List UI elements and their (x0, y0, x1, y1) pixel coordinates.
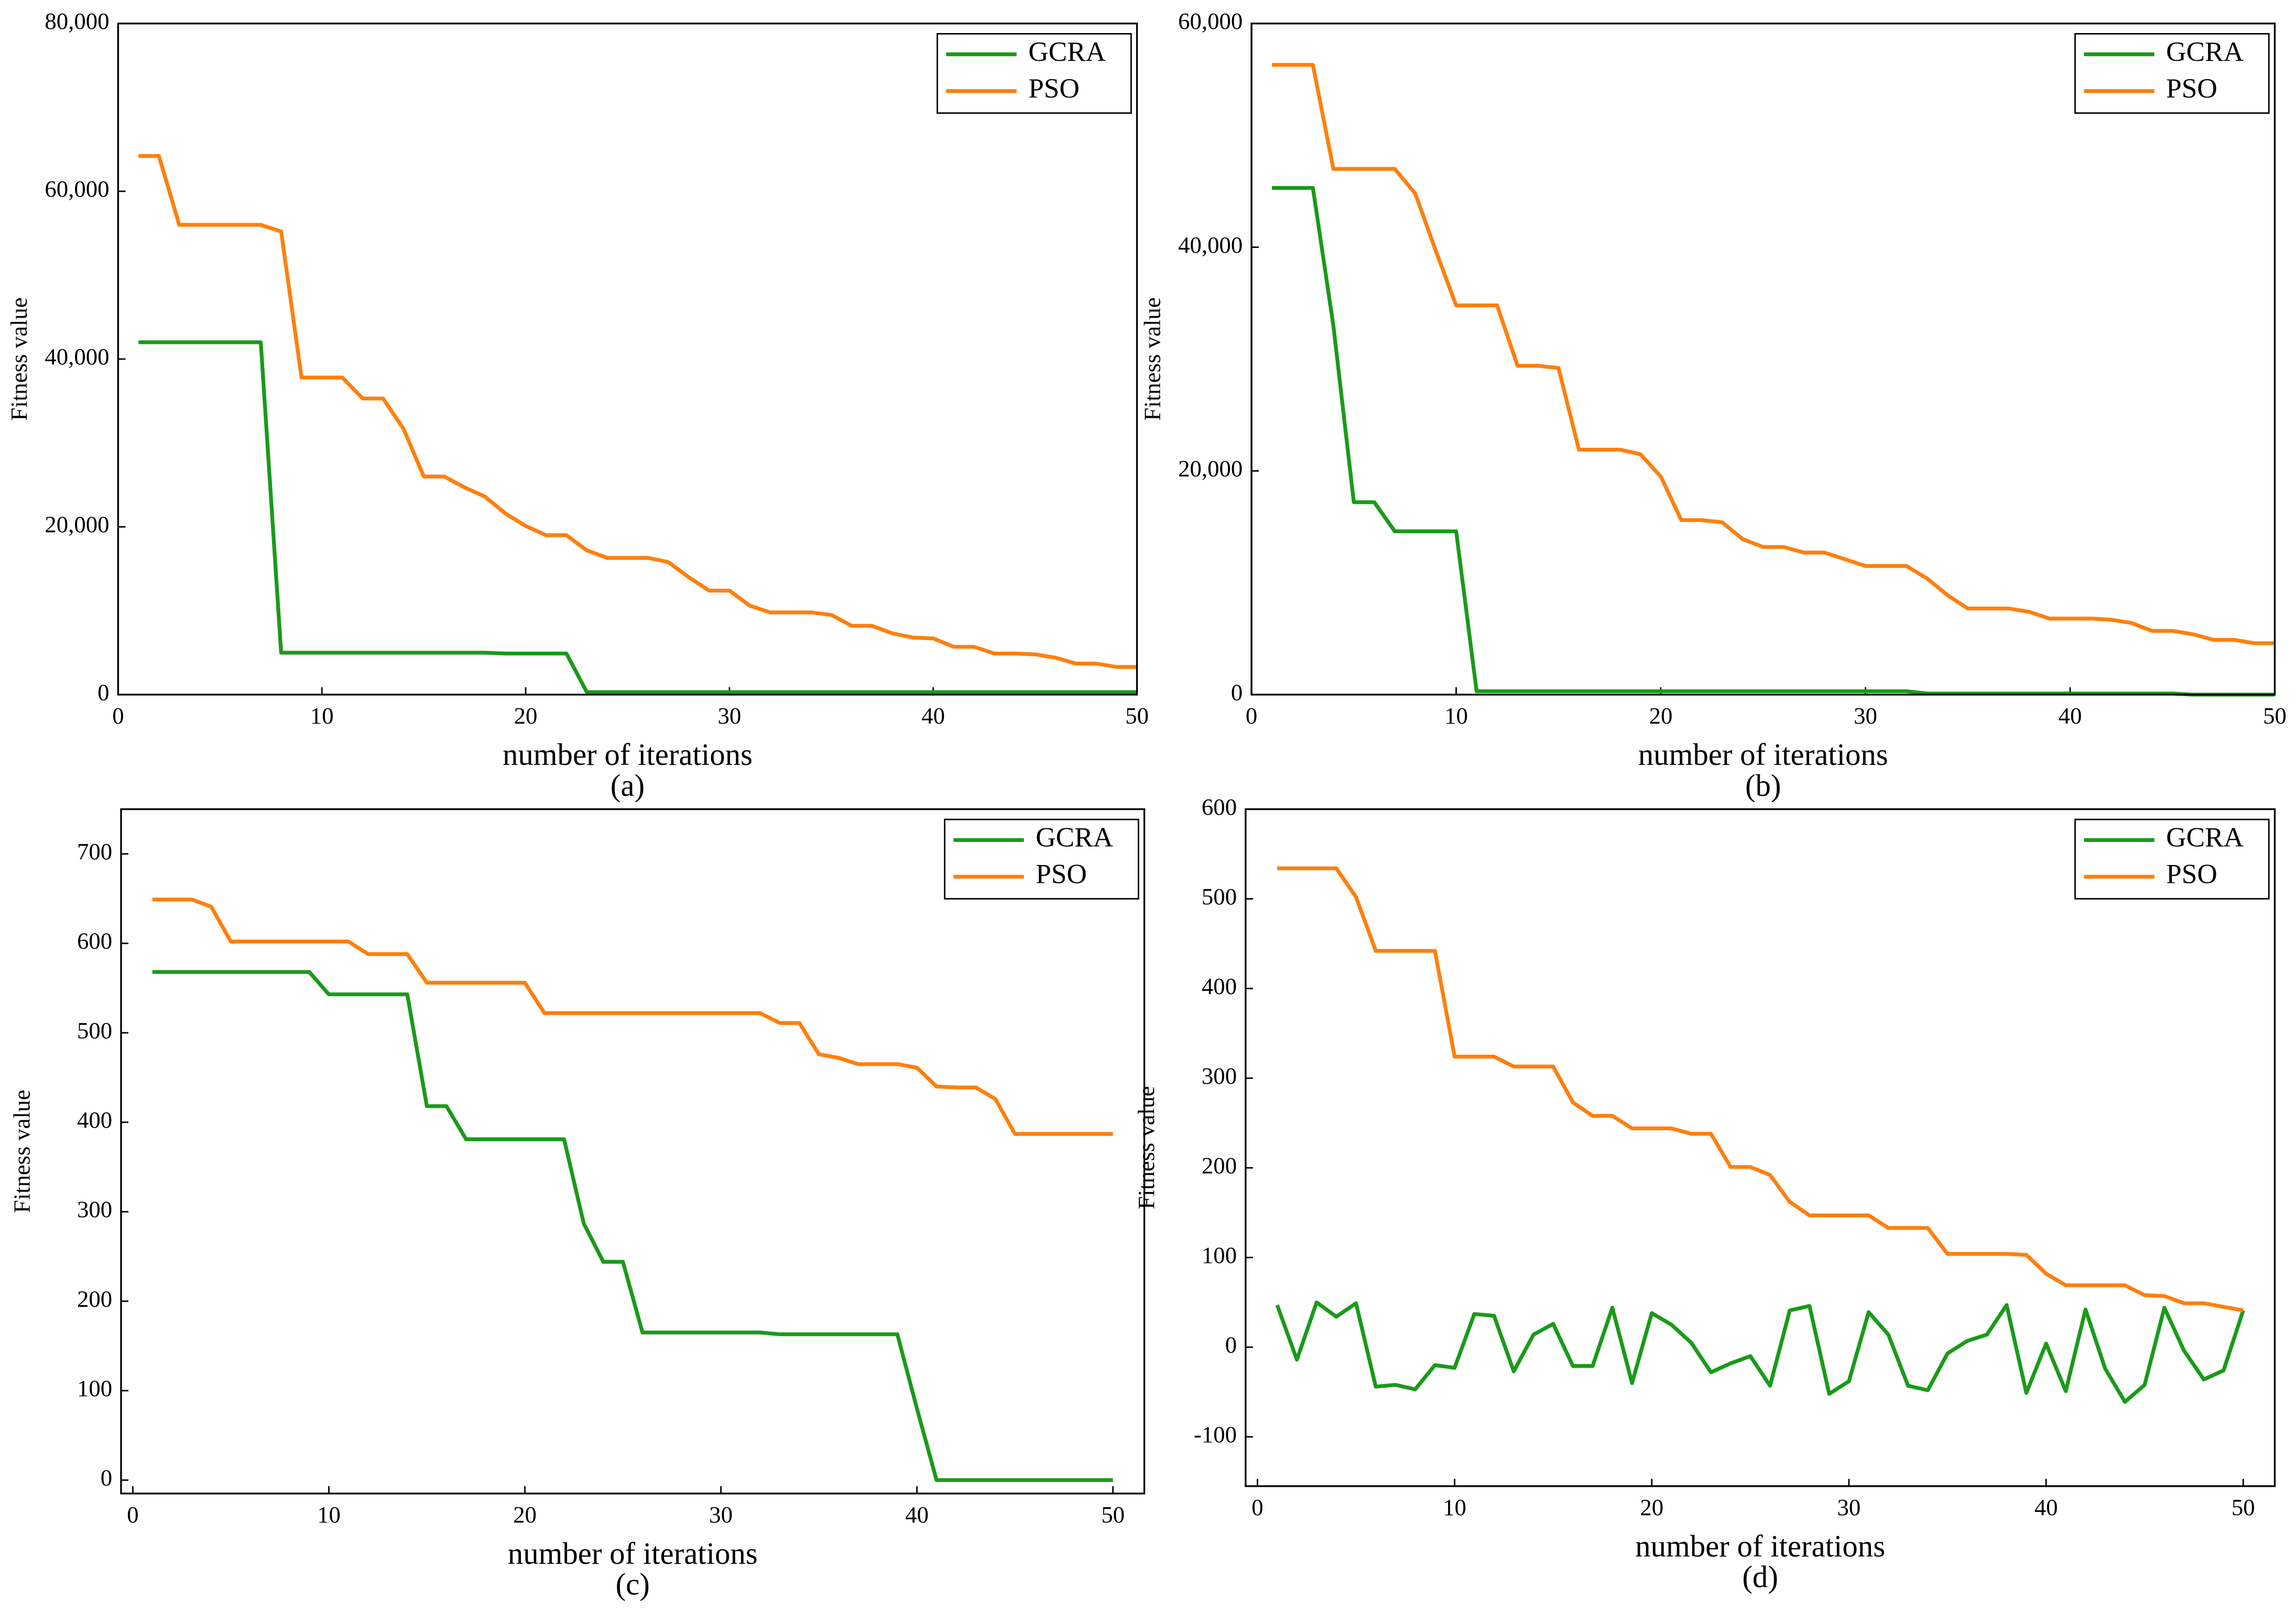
subplot: 0 100 200 300 400 500 600 700 0 10 20 30 40 50 number … (8, 808, 1146, 1602)
x-tick-label: 40 (2059, 702, 2082, 729)
y-tick-label: 40,000 (1178, 232, 1243, 258)
plot-frame (117, 23, 1138, 696)
x-tick-label: 0 (127, 1501, 138, 1528)
x-tick-label: 30 (1854, 702, 1877, 729)
subplot: 0 20,000 40,000 60,000 80,000 0 10 20 30 40 50 numb… (6, 8, 1149, 803)
y-tick-label: 80,000 (45, 8, 109, 34)
x-tick-label: 20 (513, 1501, 537, 1528)
plot-frame (120, 808, 1146, 1495)
x-tick-label: 0 (1246, 702, 1257, 729)
x-tick-label: 0 (112, 702, 124, 729)
series-line (1272, 63, 2275, 645)
plot-frame (1250, 23, 2276, 696)
y-tick-label: 700 (77, 838, 112, 864)
y-tick-label: 500 (77, 1017, 112, 1043)
series-line (138, 154, 1137, 669)
x-tick-label: 10 (1443, 1494, 1466, 1520)
x-axis-label: number of iterations (1635, 1529, 1885, 1563)
y-tick-label: 400 (77, 1107, 112, 1133)
y-tick-label: 40,000 (45, 343, 109, 370)
x-tick-label: 40 (2034, 1494, 2058, 1520)
x-tick-label: 40 (921, 702, 945, 729)
y-tick-label: 100 (1202, 1242, 1237, 1268)
x-axis-label: number of iterations (503, 738, 753, 772)
x-tick-label: 20 (1640, 1494, 1663, 1520)
x-axis-label: number of iterations (508, 1537, 758, 1571)
legend-label: GCRA (2166, 822, 2244, 853)
x-tick-label: 40 (905, 1501, 929, 1528)
x-tick-label: 50 (2263, 702, 2287, 729)
subplot-caption: (c) (616, 1567, 650, 1602)
y-tick-label: 0 (101, 1465, 112, 1491)
x-tick-label: 20 (514, 702, 538, 729)
legend-box (944, 818, 1139, 900)
series-line (1272, 186, 2275, 697)
x-tick-label: 50 (1125, 702, 1149, 729)
x-tick-label: 10 (1444, 702, 1468, 729)
y-tick-label: 100 (77, 1375, 112, 1401)
legend-label: PSO (1036, 859, 1087, 890)
x-tick-label: 50 (1101, 1501, 1125, 1528)
y-tick-label: 200 (1202, 1152, 1237, 1178)
subplot-caption: (d) (1742, 1560, 1778, 1594)
series-line (152, 898, 1113, 1136)
x-tick-label: 30 (1837, 1494, 1861, 1520)
subplot: 0 20,000 40,000 60,000 0 10 20 30 40 50 number of … (1139, 8, 2286, 803)
x-tick-label: 10 (310, 702, 334, 729)
y-tick-label: 20,000 (1178, 456, 1243, 482)
x-tick-label: 30 (717, 702, 741, 729)
y-axis-label: Fitness value (1133, 1086, 1159, 1209)
legend-label: PSO (2166, 859, 2217, 890)
x-tick-label: 30 (709, 1501, 733, 1528)
y-tick-label: 0 (1231, 679, 1243, 705)
x-tick-label: 10 (317, 1501, 341, 1528)
y-tick-label: 400 (1202, 973, 1237, 999)
legend-label: GCRA (1036, 822, 1113, 853)
y-tick-label: 0 (97, 679, 109, 705)
series-line (1277, 866, 2244, 1313)
legend-label: GCRA (1028, 36, 1106, 67)
x-axis-label: number of iterations (1638, 738, 1888, 772)
legend-label: PSO (2166, 73, 2217, 104)
legend-box (2074, 33, 2270, 114)
legend-label: GCRA (2166, 36, 2244, 67)
legend-box (2074, 818, 2270, 900)
series-line (1275, 1300, 2245, 1404)
y-tick-label: 500 (1202, 883, 1237, 910)
legend-label: PSO (1028, 73, 1080, 104)
subplot-caption: (b) (1745, 769, 1781, 803)
y-tick-label: 300 (77, 1196, 112, 1223)
y-tick-label: 0 (1225, 1332, 1237, 1358)
series-line (138, 340, 1137, 694)
y-tick-label: 300 (1202, 1063, 1237, 1089)
y-tick-label: 60,000 (45, 176, 109, 202)
x-tick-label: 0 (1252, 1494, 1263, 1520)
y-tick-label: 600 (1202, 794, 1237, 820)
series-line (152, 970, 1113, 1482)
plot-frame (1245, 808, 2276, 1487)
y-tick-label: 600 (77, 928, 112, 954)
y-axis-label: Fitness value (6, 297, 32, 420)
y-axis-label: Fitness value (1139, 297, 1165, 420)
x-tick-label: 50 (2232, 1494, 2255, 1520)
legend-box (937, 33, 1132, 114)
y-tick-label: 200 (77, 1285, 112, 1312)
y-axis-label: Fitness value (8, 1090, 35, 1213)
y-tick-label: 20,000 (45, 511, 109, 537)
subplot-caption: (a) (611, 769, 645, 803)
x-tick-label: 20 (1649, 702, 1673, 729)
y-tick-label: -100 (1194, 1421, 1237, 1447)
y-tick-label: 60,000 (1178, 8, 1243, 34)
subplot: -100 0 100 200 300 400 500 600 0 10 20 30 40 50 number… (1133, 794, 2276, 1594)
